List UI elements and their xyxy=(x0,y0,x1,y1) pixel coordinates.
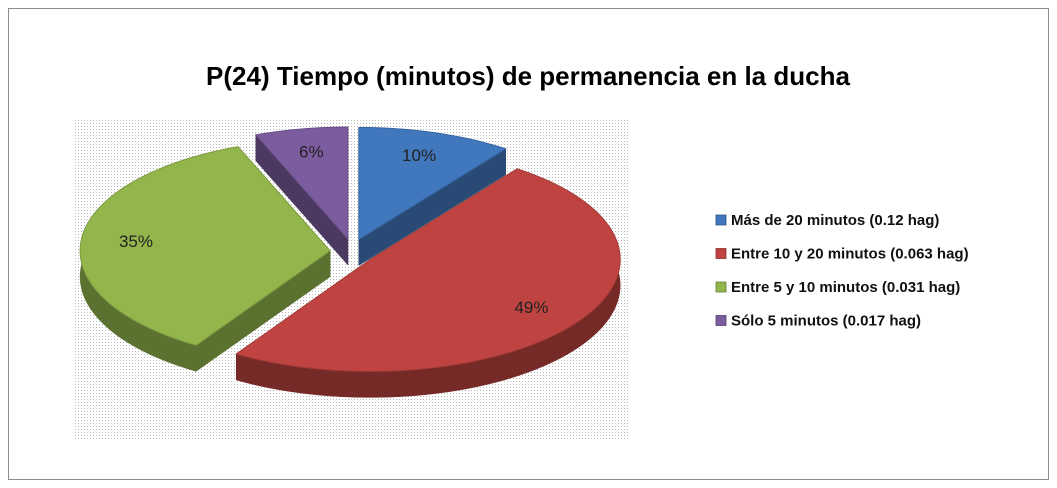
legend-swatch xyxy=(715,281,727,293)
legend-label: Más de 20 minutos (0.12 hag) xyxy=(731,212,939,229)
pie-slice xyxy=(358,126,507,241)
legend-label: Entre 10 y 20 minutos (0.063 hag) xyxy=(731,245,969,262)
data-label: 10% xyxy=(402,146,436,165)
pie-slice xyxy=(254,126,349,241)
data-labels: 10% 49% 35% 6% xyxy=(119,143,549,317)
pie-tops xyxy=(79,126,621,372)
legend-swatch xyxy=(715,315,727,326)
chart-title: P(24) Tiempo (minutos) de permanencia en… xyxy=(206,61,850,91)
pie-slice xyxy=(235,168,621,372)
legend-swatch xyxy=(715,248,727,259)
pie-slice xyxy=(79,146,331,346)
legend-label: Entre 5 y 10 minutos (0.031 hag) xyxy=(731,279,960,296)
data-label: 6% xyxy=(299,143,324,162)
data-label: 49% xyxy=(514,298,548,317)
data-label: 35% xyxy=(119,232,153,251)
legend-label: Sólo 5 minutos (0.017 hag) xyxy=(731,312,921,329)
legend-swatch xyxy=(715,214,727,226)
legend: Más de 20 minutos (0.12 hag) Entre 10 y 2… xyxy=(715,212,969,329)
